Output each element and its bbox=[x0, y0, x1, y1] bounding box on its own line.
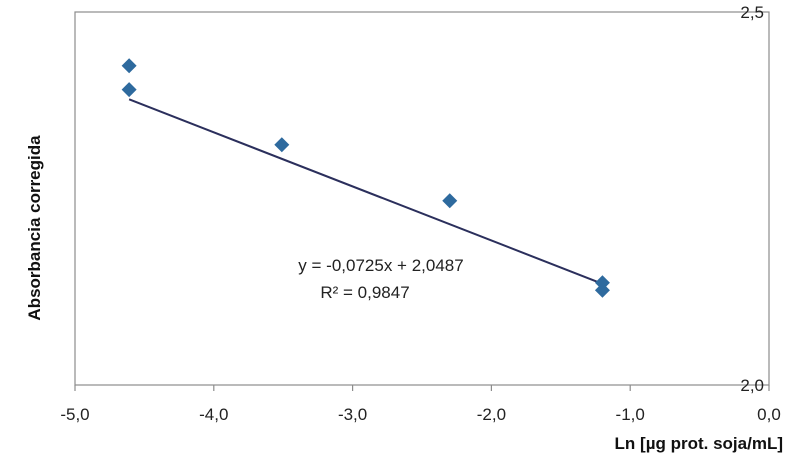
x-tick-label: -3,0 bbox=[338, 405, 367, 424]
x-axis-ticks bbox=[74, 385, 770, 391]
y-axis-title: Absorbancia corregida bbox=[25, 135, 44, 321]
x-tick-label: -2,0 bbox=[477, 405, 506, 424]
r-squared-label: R² = 0,9847 bbox=[320, 283, 409, 302]
x-tick-label: -5,0 bbox=[60, 405, 89, 424]
data-points bbox=[121, 58, 610, 298]
y-axis-tick-labels: 2,0 2,5 bbox=[740, 3, 764, 395]
y-tick-label: 2,5 bbox=[740, 3, 764, 22]
plot-area bbox=[74, 11, 770, 386]
data-point bbox=[594, 282, 610, 298]
x-tick-label: -1,0 bbox=[616, 405, 645, 424]
data-point bbox=[121, 82, 137, 98]
data-point bbox=[274, 137, 290, 153]
x-axis-tick-labels: -5,0 -4,0 -3,0 -2,0 -1,0 0,0 bbox=[60, 405, 780, 424]
x-axis-title: Ln [µg prot. soja/mL] bbox=[615, 434, 783, 453]
y-tick-label: 2,0 bbox=[740, 376, 764, 395]
data-point bbox=[121, 58, 137, 74]
x-tick-label: -4,0 bbox=[199, 405, 228, 424]
trendline-equation: y = -0,0725x + 2,0487 bbox=[298, 256, 463, 275]
trendline bbox=[128, 98, 603, 285]
x-tick-label: 0,0 bbox=[757, 405, 781, 424]
data-point bbox=[442, 193, 458, 209]
